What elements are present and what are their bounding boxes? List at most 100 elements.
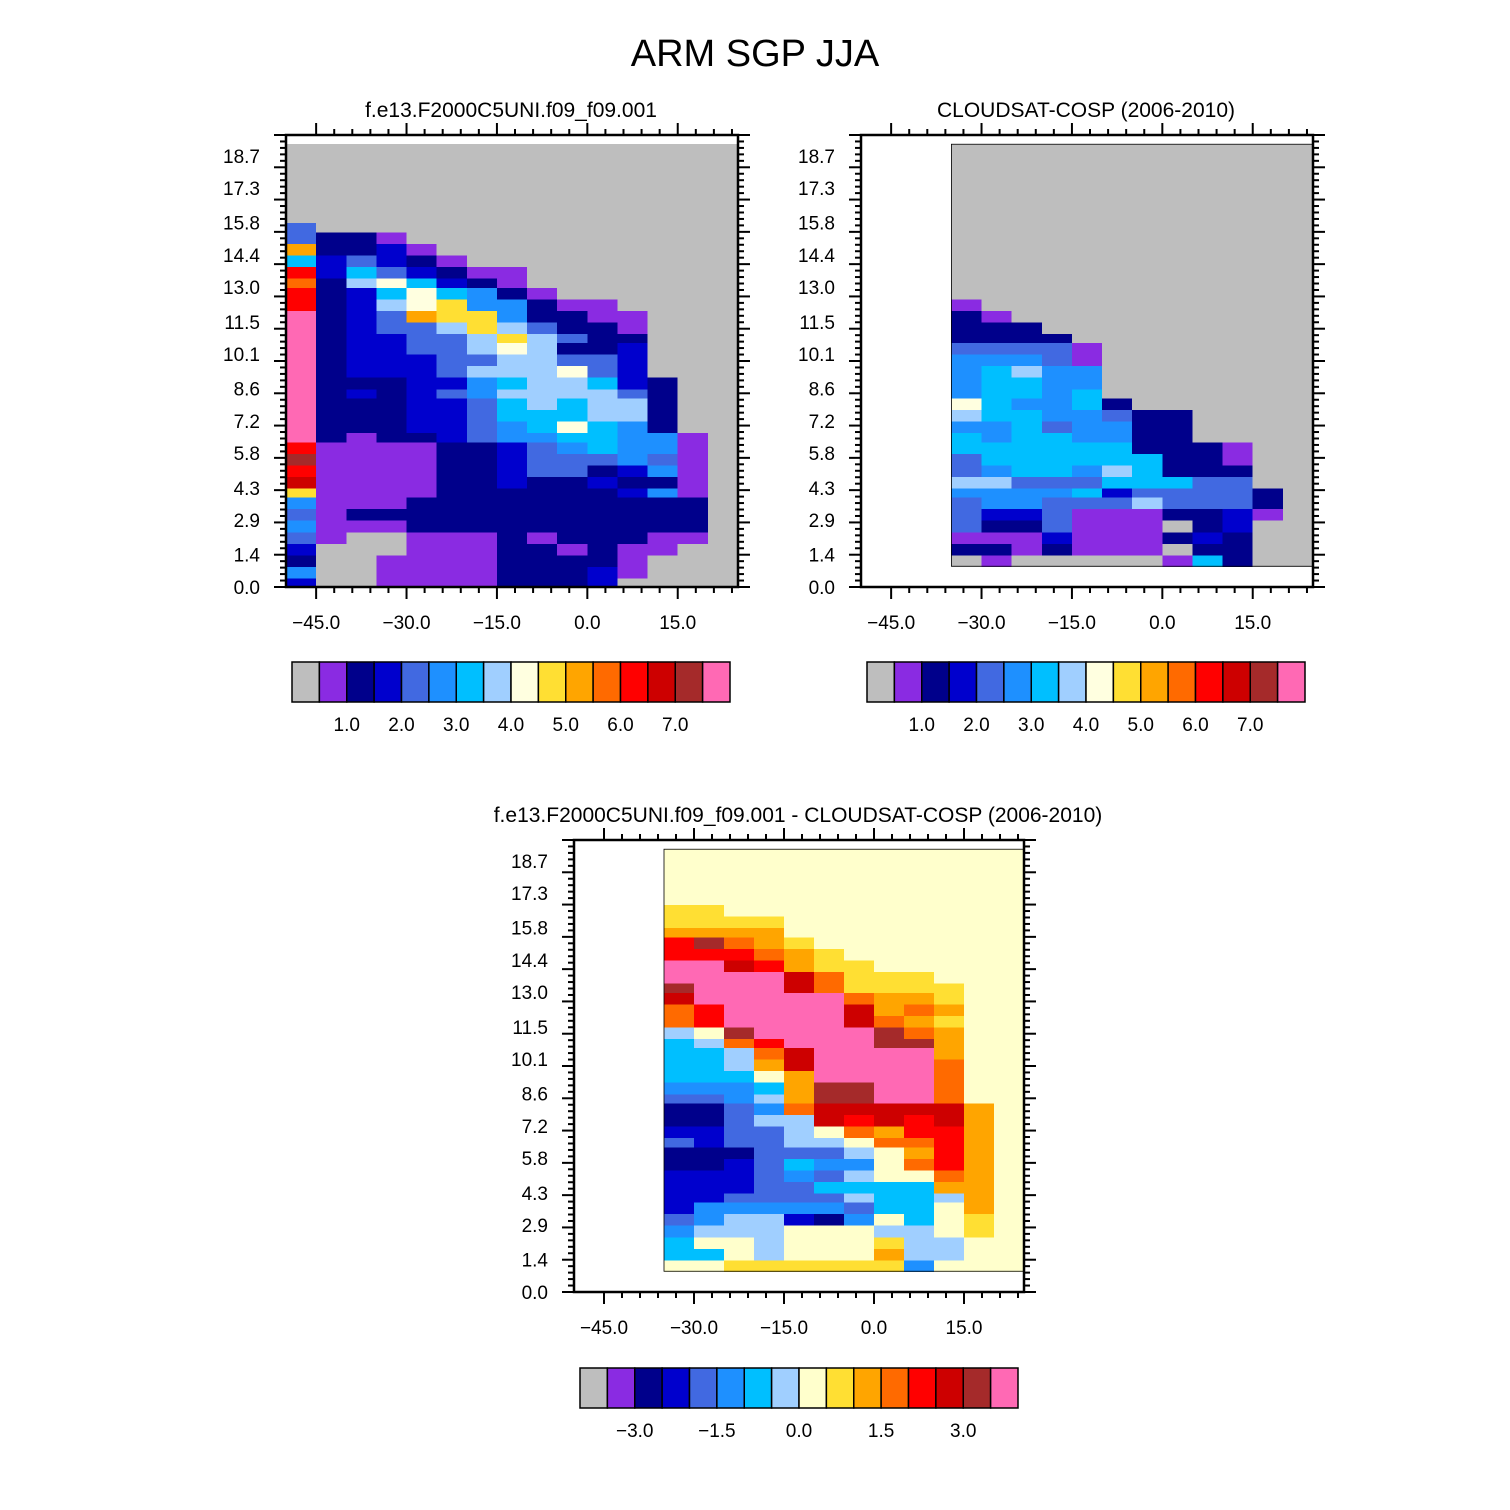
colorbar-box <box>1276 661 1306 703</box>
heatmap-cell <box>617 342 649 355</box>
heatmap-cell <box>286 577 317 588</box>
heatmap-cell <box>784 927 815 938</box>
y-tick-label: 11.5 <box>799 313 835 334</box>
heatmap-cell <box>376 231 408 244</box>
heatmap-cell <box>784 1038 815 1049</box>
heatmap-cell <box>436 432 468 443</box>
heatmap-cell <box>754 916 785 929</box>
heatmap-cell <box>436 388 468 399</box>
heatmap-cell <box>934 948 965 961</box>
heatmap-cell <box>1132 554 1163 567</box>
heatmap-cell <box>844 904 875 917</box>
heatmap-cell <box>994 916 1025 929</box>
heatmap-cell <box>904 1059 935 1072</box>
heatmap-cell <box>1252 453 1284 466</box>
heatmap-cell <box>1162 531 1194 544</box>
heatmap-cell <box>1041 497 1073 510</box>
heatmap-cell <box>754 1114 785 1127</box>
heatmap-cell <box>1011 342 1043 355</box>
heatmap-cell <box>677 397 709 411</box>
heatmap-cell <box>694 971 725 984</box>
heatmap-cell <box>1102 243 1133 256</box>
heatmap-cell <box>1252 554 1284 567</box>
colorbar-box <box>880 1367 910 1409</box>
colorbar-box <box>907 1367 937 1409</box>
heatmap-cell <box>1162 543 1194 556</box>
heatmap-cell <box>664 936 695 949</box>
heatmap-cell <box>1282 543 1314 556</box>
heatmap-cell <box>316 420 347 434</box>
heatmap-cell <box>376 254 408 268</box>
heatmap-cell <box>286 543 317 556</box>
heatmap-cell <box>617 167 649 178</box>
heatmap-cell <box>436 508 468 521</box>
heatmap-cell <box>707 243 739 256</box>
heatmap-cell <box>981 464 1013 477</box>
heatmap-cell <box>1282 388 1314 399</box>
colorbar-label: 3.0 <box>443 715 469 736</box>
heatmap-cell <box>316 321 347 334</box>
heatmap-cell <box>844 1192 875 1203</box>
heatmap-cell <box>1282 476 1314 489</box>
heatmap-cell <box>1011 531 1043 544</box>
heatmap-cell <box>994 1125 1025 1139</box>
heatmap-cell <box>1041 199 1073 212</box>
heatmap-cell <box>981 310 1013 323</box>
heatmap-cell <box>934 1082 965 1095</box>
heatmap-cell <box>1041 298 1073 311</box>
heatmap-cell <box>677 211 709 224</box>
heatmap-cell <box>466 342 498 355</box>
heatmap-cell <box>1102 365 1133 378</box>
heatmap-cell <box>964 1082 995 1095</box>
heatmap-cell <box>754 1102 785 1116</box>
heatmap-cell <box>814 1202 845 1215</box>
x-tick-label: −45.0 <box>867 613 915 634</box>
heatmap-cell <box>1102 487 1133 498</box>
heatmap-cell <box>1192 310 1224 323</box>
heatmap-cell <box>981 188 1013 201</box>
heatmap-cell <box>496 298 528 311</box>
heatmap-cell <box>784 1003 815 1016</box>
heatmap-cell <box>1252 333 1284 344</box>
heatmap-cell <box>724 936 755 949</box>
heatmap-cell <box>934 1047 965 1060</box>
heatmap-cell <box>527 388 558 399</box>
heatmap-cell <box>527 277 558 288</box>
heatmap-cell <box>677 277 709 288</box>
heatmap-cell <box>951 199 983 212</box>
colorbar-box <box>1167 661 1197 703</box>
heatmap-cell <box>376 377 408 390</box>
heatmap-cell <box>1132 342 1163 355</box>
heatmap-cell <box>1041 397 1073 411</box>
y-tick-label: 13.0 <box>798 278 835 299</box>
heatmap-cell <box>496 388 528 399</box>
heatmap-cell <box>1192 365 1224 378</box>
heatmap-cell <box>951 342 983 355</box>
colorbar-label: 4.0 <box>1073 715 1099 736</box>
heatmap-cell <box>527 365 558 378</box>
heatmap-cell <box>707 211 739 224</box>
heatmap-cell <box>964 849 995 862</box>
heatmap-cell <box>1132 287 1163 300</box>
heatmap-cell <box>617 222 649 233</box>
heatmap-cell <box>316 354 347 367</box>
heatmap-cell <box>964 992 995 1005</box>
heatmap-cell <box>1192 199 1224 212</box>
heatmap-cell <box>844 872 875 883</box>
heatmap-cell <box>754 1082 785 1095</box>
heatmap-cell <box>904 1192 935 1203</box>
heatmap-cell <box>496 188 528 201</box>
heatmap-cell <box>1041 254 1073 268</box>
heatmap-cell <box>784 849 815 862</box>
heatmap-cell <box>316 222 347 233</box>
heatmap-cell <box>557 167 588 178</box>
heatmap-cells <box>286 144 739 588</box>
heatmap-cell <box>587 409 619 422</box>
heatmap-cell <box>587 554 619 567</box>
heatmap-cell <box>1162 321 1194 334</box>
heatmap-cell <box>496 365 528 378</box>
heatmap-cell <box>934 1213 965 1226</box>
colorbar-box <box>1003 661 1032 703</box>
heatmap-cell <box>754 1125 785 1139</box>
heatmap-cell <box>707 354 739 367</box>
